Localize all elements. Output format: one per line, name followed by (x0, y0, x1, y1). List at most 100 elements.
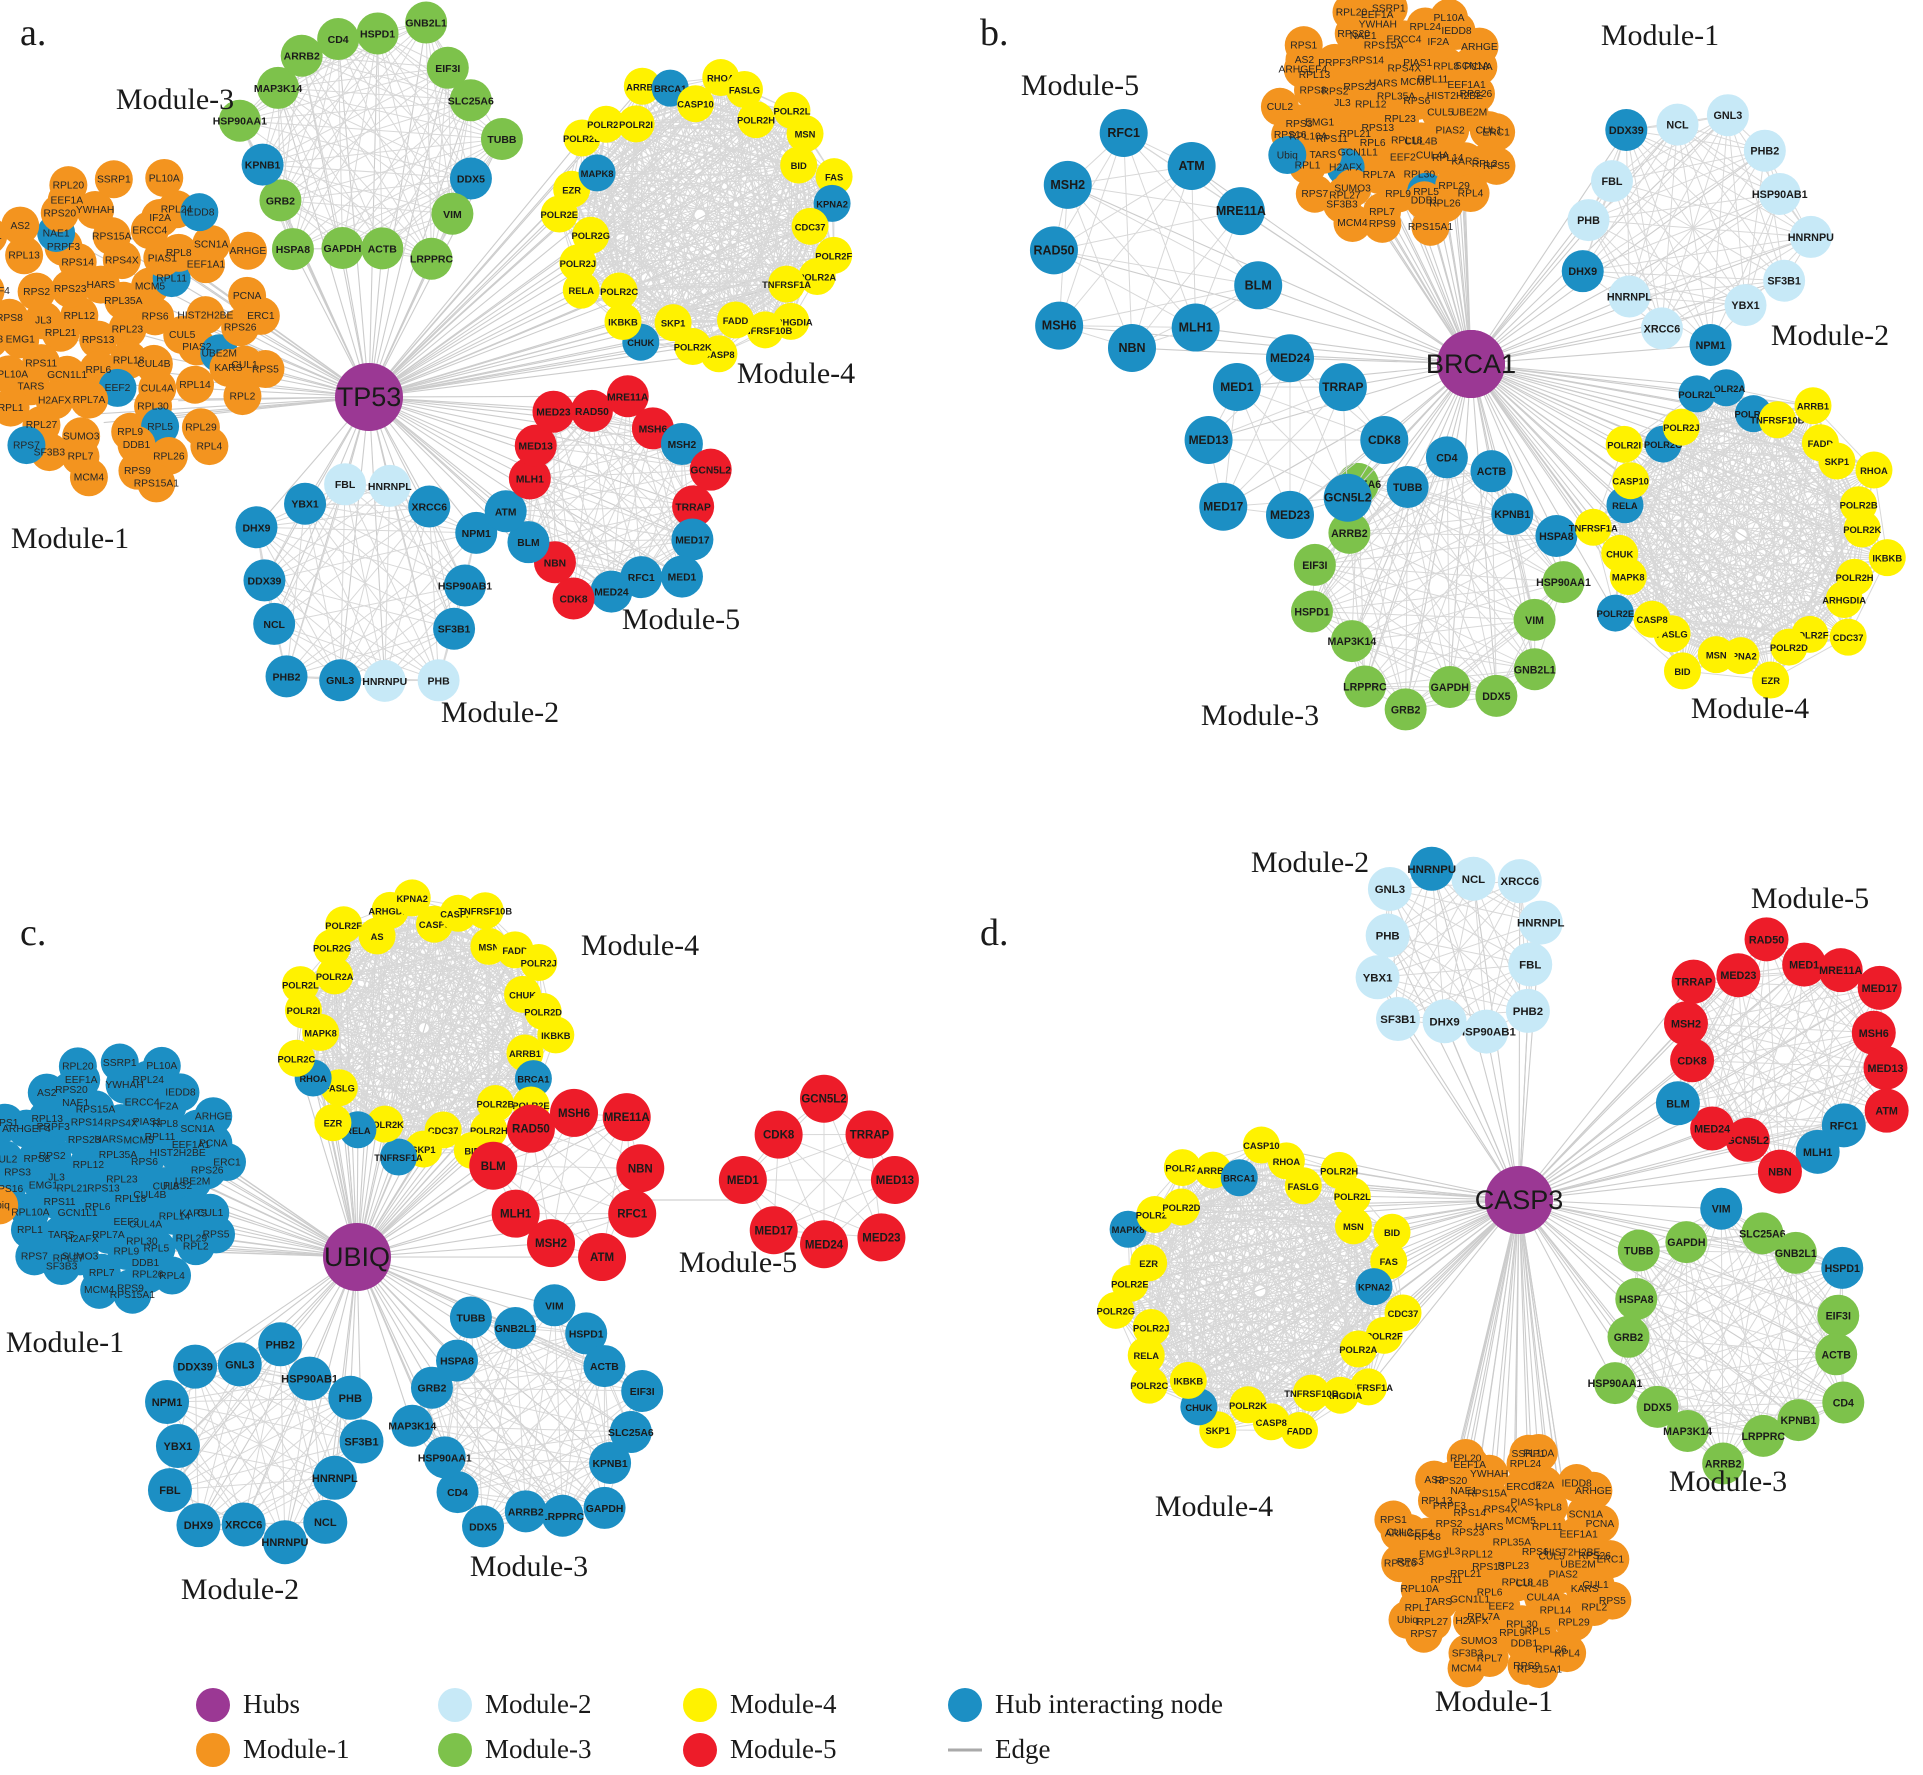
svg-text:AS2: AS2 (37, 1088, 57, 1099)
svg-text:Module-1: Module-1 (6, 1326, 124, 1359)
svg-text:CASP10: CASP10 (1612, 476, 1648, 487)
svg-text:MED17: MED17 (1862, 983, 1898, 995)
svg-text:Module-2: Module-2 (441, 696, 559, 729)
svg-text:MCM4: MCM4 (1337, 218, 1368, 229)
svg-text:RPL30: RPL30 (137, 401, 169, 412)
svg-text:SUMO3: SUMO3 (1461, 1636, 1498, 1647)
svg-text:NBN: NBN (1768, 1167, 1792, 1179)
svg-text:RPS3: RPS3 (1286, 119, 1313, 130)
svg-text:PCNA: PCNA (1464, 62, 1493, 73)
svg-text:SKP1: SKP1 (661, 318, 686, 329)
svg-text:RPS9: RPS9 (124, 466, 151, 477)
svg-text:NBN: NBN (628, 1163, 653, 1175)
svg-text:EMG1: EMG1 (6, 335, 35, 346)
svg-text:RPL24: RPL24 (1510, 1459, 1542, 1470)
svg-text:RPL12: RPL12 (1461, 1549, 1493, 1560)
svg-text:RFC1: RFC1 (1107, 126, 1140, 140)
svg-text:PIAS2: PIAS2 (1549, 1569, 1578, 1580)
svg-text:RPS15A1: RPS15A1 (134, 479, 179, 490)
svg-text:RPL12: RPL12 (64, 311, 96, 322)
svg-text:HNRNPL: HNRNPL (368, 481, 412, 493)
svg-text:SLC25A6: SLC25A6 (1739, 1228, 1786, 1240)
svg-text:RPL9: RPL9 (1499, 1628, 1525, 1639)
svg-text:MED24: MED24 (805, 1239, 844, 1251)
svg-text:HARS: HARS (87, 280, 116, 291)
svg-text:RPL9: RPL9 (117, 427, 143, 438)
svg-text:MED24: MED24 (1270, 351, 1310, 365)
svg-text:RPS13: RPS13 (82, 335, 115, 346)
svg-text:b.: b. (980, 12, 1009, 54)
svg-text:MRE11A: MRE11A (1216, 204, 1266, 218)
svg-text:MLH1: MLH1 (1803, 1147, 1832, 1159)
svg-text:YBX1: YBX1 (164, 1441, 193, 1453)
svg-text:MED23: MED23 (1720, 970, 1756, 982)
svg-text:MED17: MED17 (1203, 500, 1243, 514)
svg-text:XRCC6: XRCC6 (225, 1519, 262, 1531)
svg-text:TNFRSF10B: TNFRSF10B (458, 907, 512, 917)
svg-text:ARHGE: ARHGE (1461, 42, 1498, 53)
svg-text:SF3B3: SF3B3 (46, 1261, 78, 1272)
svg-text:a.: a. (20, 12, 46, 54)
svg-text:RPS15A1: RPS15A1 (1408, 222, 1453, 233)
svg-text:RPS13: RPS13 (87, 1183, 120, 1194)
svg-text:RPL8: RPL8 (152, 1119, 178, 1130)
svg-text:MED13: MED13 (1867, 1063, 1903, 1075)
svg-text:RPS3: RPS3 (0, 334, 3, 345)
svg-text:DDB1: DDB1 (123, 440, 151, 451)
svg-text:POLR2L: POLR2L (773, 105, 810, 116)
svg-text:POLR2I: POLR2I (619, 119, 653, 130)
svg-text:DDB1: DDB1 (132, 1258, 160, 1269)
svg-text:CD4: CD4 (1436, 452, 1457, 464)
svg-text:POLR2G: POLR2G (571, 230, 610, 241)
svg-text:BID: BID (1674, 666, 1690, 677)
svg-text:MED13: MED13 (1189, 433, 1229, 447)
svg-text:CUL4B: CUL4B (137, 359, 170, 370)
svg-text:Module-4: Module-4 (1691, 692, 1809, 725)
svg-text:PL10A: PL10A (1434, 13, 1465, 24)
svg-text:CD4: CD4 (328, 34, 349, 46)
svg-text:RAD50: RAD50 (1033, 243, 1074, 257)
svg-text:HNRNPU: HNRNPU (261, 1537, 308, 1549)
svg-text:ARHGEF4: ARHGEF4 (0, 286, 10, 297)
svg-text:ERCC4: ERCC4 (1387, 35, 1422, 46)
svg-text:RPS7: RPS7 (1301, 189, 1328, 200)
svg-text:RPL27: RPL27 (1417, 1617, 1449, 1628)
svg-text:ARHGE: ARHGE (195, 1112, 232, 1123)
svg-text:Ubiq: Ubiq (1397, 1615, 1418, 1626)
svg-text:RPL4: RPL4 (159, 1271, 185, 1282)
svg-text:TUBB: TUBB (456, 1313, 485, 1324)
svg-text:ARRB2: ARRB2 (1331, 528, 1368, 540)
svg-text:Ubiq: Ubiq (1277, 150, 1298, 161)
svg-text:GRB2: GRB2 (418, 1384, 447, 1395)
svg-text:HSPD1: HSPD1 (1294, 607, 1329, 619)
svg-text:BLM: BLM (1666, 1098, 1689, 1110)
svg-text:ATM: ATM (590, 1252, 614, 1264)
svg-text:TRRAP: TRRAP (850, 1129, 890, 1141)
svg-text:ARHGE: ARHGE (1575, 1486, 1612, 1497)
svg-text:ARHGDIA: ARHGDIA (1822, 594, 1866, 605)
svg-text:RHOA: RHOA (1860, 465, 1888, 476)
svg-text:MAPK8: MAPK8 (304, 1028, 337, 1038)
svg-text:Module-2: Module-2 (1251, 846, 1369, 879)
svg-text:RPL27: RPL27 (26, 420, 58, 431)
svg-text:SLC25A6: SLC25A6 (448, 95, 494, 107)
svg-text:HSP90AA1: HSP90AA1 (213, 116, 267, 128)
svg-text:EEF2: EEF2 (1390, 152, 1416, 163)
svg-text:RPS7: RPS7 (21, 1252, 48, 1263)
svg-text:PCNA: PCNA (199, 1138, 228, 1149)
svg-text:YWHAH: YWHAH (76, 205, 114, 216)
svg-text:CUL4A: CUL4A (141, 384, 174, 395)
svg-text:GCN1L1: GCN1L1 (1450, 1595, 1490, 1606)
svg-text:SKP1: SKP1 (1206, 1425, 1231, 1436)
svg-text:GNB2L1: GNB2L1 (495, 1324, 536, 1335)
svg-text:RPS11: RPS11 (44, 1197, 76, 1208)
svg-text:RELA: RELA (1133, 1350, 1159, 1361)
svg-text:RPL8: RPL8 (166, 248, 192, 259)
svg-text:PRPF3: PRPF3 (47, 242, 80, 253)
svg-text:IF2A: IF2A (1427, 37, 1449, 48)
svg-text:H2AFX: H2AFX (38, 396, 71, 407)
svg-text:POLR2J: POLR2J (560, 258, 596, 269)
svg-text:RPL24: RPL24 (133, 1075, 165, 1086)
svg-text:VIM: VIM (1525, 615, 1544, 627)
svg-text:TNFRSF1A: TNFRSF1A (374, 1153, 423, 1163)
